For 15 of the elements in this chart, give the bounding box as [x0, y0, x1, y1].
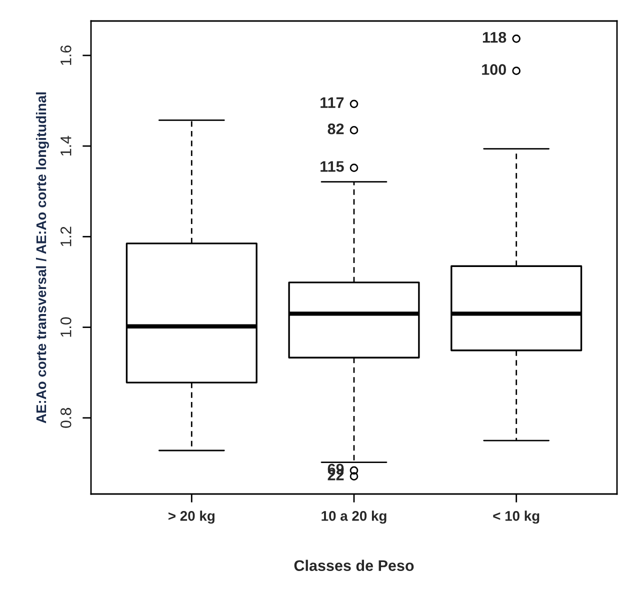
y-tick-label: 0.8: [60, 408, 72, 428]
annotation: 118: [482, 32, 506, 43]
x-tick-label: < 10 kg: [493, 510, 540, 524]
annotation: 117: [320, 97, 344, 108]
y-tick-label: 1.0: [60, 317, 72, 337]
annotation: 100: [482, 64, 506, 75]
y-tick-label: 1.4: [60, 136, 72, 156]
x-tick-label: 10 a 20 kg: [322, 510, 386, 524]
annotation: 82: [328, 123, 344, 134]
y-axis-title: AE:Ao corte transversal / AE:Ao corte longitudinal: [36, 92, 49, 424]
y-tick-label: 1.2: [60, 226, 72, 246]
x-axis-title: Classes de Peso: [294, 560, 414, 572]
annotation: 115: [320, 161, 344, 172]
x-tick-label: > 20 kg: [168, 510, 214, 524]
y-tick-label: 1.6: [60, 45, 72, 65]
